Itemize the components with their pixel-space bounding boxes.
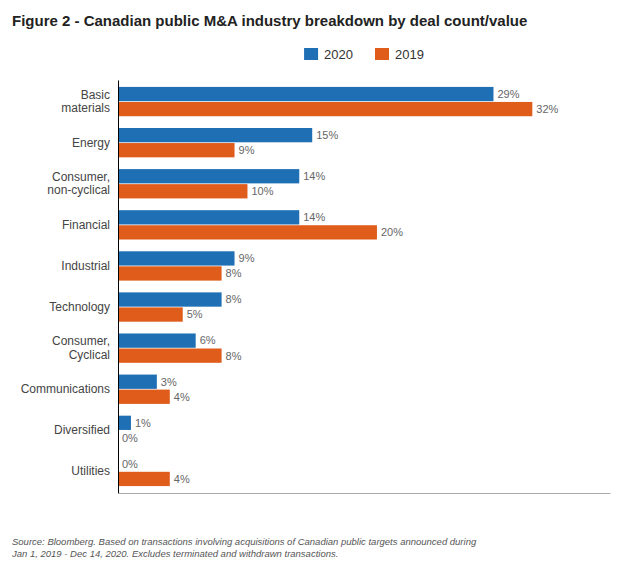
y-tick-label: Technology: [49, 300, 110, 314]
legend-swatch: [304, 48, 318, 60]
y-tick: Technology: [49, 300, 118, 314]
data-label: 4%: [174, 391, 190, 403]
y-tick: Utilities: [71, 464, 118, 478]
bar: [118, 375, 157, 389]
y-tick-label-line: Basic: [81, 88, 110, 102]
data-label: 1%: [135, 417, 151, 429]
y-tick-label-line: Consumer,: [52, 334, 110, 348]
annotation: Source: Bloomberg. Based on transactions…: [11, 536, 477, 559]
data-label: 20%: [381, 226, 403, 238]
data-label: 8%: [226, 350, 242, 362]
data-label: 9%: [239, 144, 255, 156]
data-label: 14%: [303, 170, 325, 182]
bar: [118, 87, 493, 101]
bar: [118, 251, 235, 265]
bar: [118, 292, 222, 306]
y-axis-line: [118, 81, 119, 494]
bar: [118, 210, 299, 224]
bar: [118, 416, 131, 430]
y-tick-label-line: Energy: [72, 136, 110, 150]
y-tick-label-line: Financial: [62, 218, 110, 232]
legend-item: 2019: [375, 47, 424, 62]
y-tick-label-line: Cyclical: [69, 348, 110, 362]
y-tick: Consumer,Cyclical: [52, 334, 118, 361]
bar: [118, 307, 183, 321]
bar: [118, 143, 235, 157]
y-tick-label: Communications: [21, 382, 110, 396]
data-label: 4%: [174, 473, 190, 485]
y-tick-label: Financial: [62, 218, 110, 232]
y-tick: Financial: [62, 218, 118, 232]
y-tick-label: Consumer,non-cyclical: [47, 170, 110, 197]
bar: [118, 266, 222, 280]
y-tick-label: Basicmaterials: [61, 88, 110, 115]
chart-svg: Figure 2 - Canadian public M&A industry …: [0, 0, 640, 567]
y-tick-label-line: materials: [61, 101, 110, 115]
annotation-line: Jan 1, 2019 - Dec 14, 2020. Excludes ter…: [11, 548, 338, 559]
data-label: 5%: [187, 308, 203, 320]
y-tick-label: Consumer,Cyclical: [52, 334, 110, 361]
bar: [118, 349, 222, 363]
data-label: 0%: [122, 458, 138, 470]
x-axis-line: [119, 493, 611, 494]
legend-label: 2020: [324, 47, 353, 62]
title: Figure 2 - Canadian public M&A industry …: [12, 12, 527, 29]
legend: 2020 2019: [304, 47, 424, 62]
annotation-line: Source: Bloomberg. Based on transactions…: [12, 536, 477, 547]
bar: [118, 472, 170, 486]
y-tick-label: Industrial: [61, 259, 110, 273]
data-label: 15%: [316, 129, 338, 141]
y-tick: Consumer,non-cyclical: [47, 170, 118, 197]
y-tick: Basicmaterials: [61, 88, 118, 115]
bar: [118, 184, 247, 198]
y-tick-label-line: Diversified: [54, 423, 110, 437]
data-label: 29%: [497, 88, 519, 100]
bar: [118, 102, 532, 116]
y-tick-label-line: Technology: [49, 300, 110, 314]
legend-item: 2020: [304, 47, 353, 62]
y-tick-label-line: Consumer,: [52, 170, 110, 184]
data-label: 0%: [122, 432, 138, 444]
plot: 29% 15% 14% 14% 9% 8% 6% 3% 1% 0% 32% 9% 10% 20% 8% 5% 8…: [21, 81, 611, 494]
legend-label: 2019: [395, 47, 424, 62]
y-tick: Diversified: [54, 423, 118, 437]
y-tick-label: Diversified: [54, 423, 110, 437]
y-tick-label-line: Communications: [21, 382, 110, 396]
bars: [118, 87, 532, 486]
y-axis: BasicmaterialsEnergyConsumer,non-cyclica…: [21, 81, 119, 494]
y-tick: Energy: [72, 136, 118, 150]
data-label: 6%: [200, 334, 216, 346]
data-label: 32%: [536, 103, 558, 115]
data-label: 8%: [226, 267, 242, 279]
x-axis: [119, 493, 611, 494]
data-label: 10%: [251, 185, 273, 197]
y-tick-label: Utilities: [71, 464, 110, 478]
data-label: 3%: [161, 376, 177, 388]
data-labels: 29% 15% 14% 14% 9% 8% 6% 3% 1% 0% 32% 9% 10% 20% 8% 5% 8…: [122, 88, 559, 485]
bar: [118, 225, 377, 239]
y-tick: Industrial: [61, 259, 118, 273]
bar: [118, 169, 299, 183]
bar: [118, 333, 196, 347]
bar: [118, 128, 312, 142]
y-tick-label-line: Utilities: [71, 464, 110, 478]
y-tick-label-line: Industrial: [61, 259, 110, 273]
y-tick-label: Energy: [72, 136, 110, 150]
bar: [118, 390, 170, 404]
y-tick: Communications: [21, 382, 118, 396]
legend-swatch: [375, 48, 389, 60]
data-label: 14%: [303, 211, 325, 223]
data-label: 8%: [226, 293, 242, 305]
data-label: 9%: [239, 252, 255, 264]
y-tick-label-line: non-cyclical: [47, 183, 110, 197]
